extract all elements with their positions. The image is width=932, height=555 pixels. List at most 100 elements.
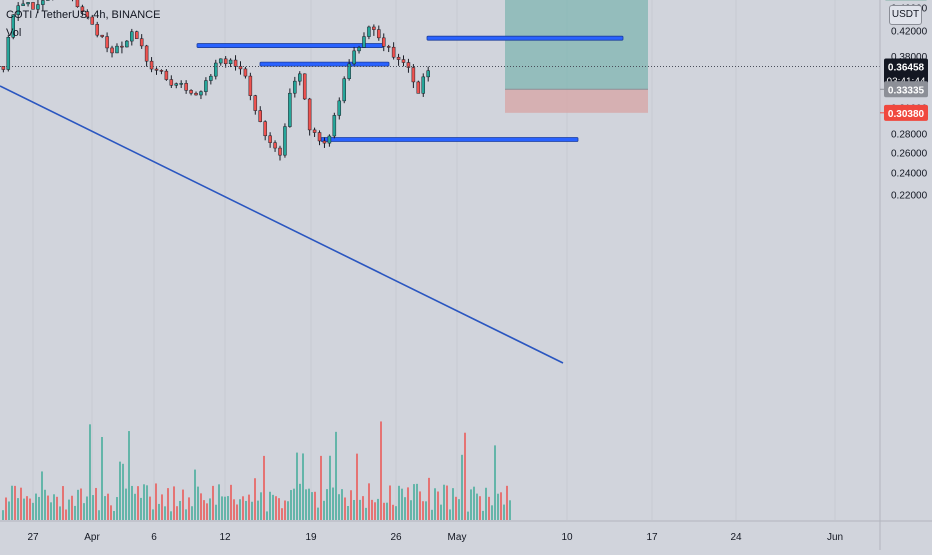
- candle-body: [293, 81, 296, 93]
- volume-bar: [458, 499, 460, 520]
- volume-bar: [413, 484, 415, 520]
- volume-bar: [377, 499, 379, 520]
- volume-bar: [59, 506, 61, 520]
- horizontal-line-4[interactable]: [197, 44, 383, 48]
- candle-body: [412, 67, 415, 81]
- stop-loss-zone[interactable]: [505, 89, 648, 113]
- time-tick-label: Apr: [84, 532, 100, 543]
- volume-bar: [494, 445, 496, 520]
- candle-body: [274, 143, 277, 148]
- volume-bar: [506, 486, 508, 520]
- volume-bar: [293, 489, 295, 520]
- currency-button[interactable]: USDT: [889, 5, 922, 25]
- volume-bar: [497, 494, 499, 520]
- volume-bar: [32, 503, 34, 520]
- volume-bar: [392, 505, 394, 520]
- volume-bar: [107, 494, 109, 520]
- time-tick-label: 26: [390, 532, 402, 543]
- volume-bar: [389, 485, 391, 520]
- volume-bar: [53, 494, 55, 520]
- volume-bar: [224, 497, 226, 520]
- volume-bar: [68, 500, 70, 520]
- candle-body: [140, 39, 143, 46]
- candle-body: [224, 59, 227, 64]
- price-tick-label: 0.26000: [891, 148, 928, 159]
- volume-bar: [5, 497, 7, 520]
- candle-body: [96, 24, 99, 35]
- volume-bar: [353, 500, 355, 520]
- volume-bar: [461, 455, 463, 520]
- volume-bar: [299, 484, 301, 520]
- descending-trendline[interactable]: [0, 86, 563, 363]
- volume-bar: [278, 498, 280, 520]
- candle-body: [358, 47, 361, 50]
- volume-bar: [410, 500, 412, 520]
- volume-bar: [206, 503, 208, 520]
- candle-body: [41, 0, 44, 4]
- candle-body: [283, 127, 286, 156]
- candle-body: [27, 2, 30, 4]
- volume-bar: [179, 501, 181, 520]
- candle-body: [209, 76, 212, 80]
- volume-bar: [155, 483, 157, 520]
- candle-body: [150, 61, 153, 69]
- volume-bar: [251, 502, 253, 520]
- volume-bar: [437, 491, 439, 520]
- volume-bar: [263, 456, 265, 520]
- volume-bar: [146, 485, 148, 520]
- candle-body: [372, 27, 375, 30]
- volume-bar: [149, 497, 151, 520]
- volume-bar: [296, 453, 298, 520]
- volume-bar: [260, 492, 262, 520]
- candle-body: [417, 82, 420, 93]
- volume-bar: [482, 511, 484, 520]
- volume-bar: [308, 489, 310, 520]
- candle-body: [130, 32, 133, 41]
- volume-bar: [317, 508, 319, 520]
- volume-bar: [200, 493, 202, 520]
- volume-bar: [74, 506, 76, 520]
- volume-bar: [320, 456, 322, 520]
- volume-bar: [323, 501, 325, 520]
- volume-bar: [101, 437, 103, 520]
- volume-bar: [134, 494, 136, 520]
- horizontal-line-3[interactable]: [427, 36, 623, 40]
- horizontal-line-5[interactable]: [260, 62, 389, 66]
- price-tick-label: 0.24000: [891, 169, 928, 180]
- volume-bar: [131, 486, 133, 520]
- volume-bar: [86, 496, 88, 520]
- candle-body: [180, 83, 183, 84]
- volume-bar: [476, 494, 478, 520]
- volume-bar: [47, 496, 49, 520]
- volume-bar: [143, 484, 145, 520]
- horizontal-line-6[interactable]: [321, 138, 578, 142]
- candle-body: [328, 136, 331, 143]
- time-tick-label: 10: [561, 532, 573, 543]
- time-tick-label: 19: [305, 532, 317, 543]
- volume-bar: [245, 501, 247, 520]
- volume-bar: [161, 494, 163, 520]
- take-profit-zone[interactable]: [505, 0, 648, 89]
- entry-price-label: 0.33335: [888, 85, 925, 96]
- volume-bar: [362, 496, 364, 520]
- volume-bar: [17, 498, 19, 520]
- volume-bar: [479, 496, 481, 520]
- candle-body: [199, 92, 202, 95]
- volume-bar: [242, 496, 244, 520]
- candle-body: [185, 83, 188, 90]
- volume-bar: [470, 489, 472, 520]
- volume-legend: Vol: [6, 27, 21, 39]
- candle-body: [318, 133, 321, 141]
- volume-bar: [431, 510, 433, 520]
- candle-body: [254, 96, 257, 111]
- candle-body: [111, 48, 114, 53]
- volume-bar: [395, 506, 397, 520]
- volume-bar: [359, 500, 361, 520]
- candle-body: [377, 30, 380, 38]
- volume-bar: [140, 498, 142, 520]
- volume-bar: [329, 456, 331, 520]
- volume-bar: [338, 494, 340, 520]
- volume-bar: [26, 496, 28, 520]
